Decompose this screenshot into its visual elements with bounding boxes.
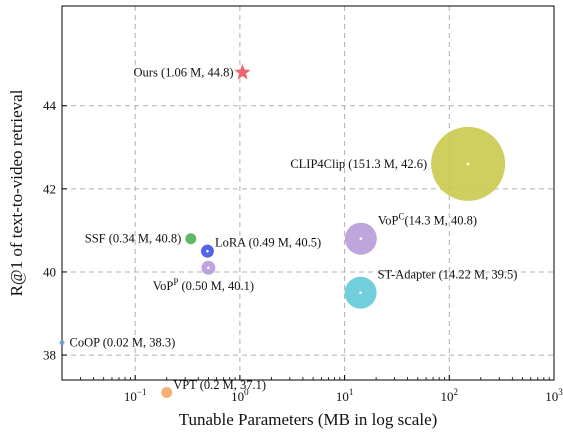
x-axis: 10−1 100 101 102 103 bbox=[61, 375, 563, 404]
point-center-vop-p bbox=[207, 266, 210, 270]
x-tick-label: 102 bbox=[441, 387, 459, 404]
point-label-vpt: VPT (0.2 M, 37.1) bbox=[173, 378, 266, 392]
point-center-st-adapter bbox=[359, 291, 362, 295]
y-tick-label: 40 bbox=[43, 264, 56, 279]
point-ours bbox=[234, 63, 251, 80]
point-label-coop: CoOP (0.02 M, 38.3) bbox=[70, 336, 176, 350]
point-label-ours: Ours (1.06 M, 44.8) bbox=[134, 65, 234, 79]
x-tick-label: 100 bbox=[231, 387, 249, 404]
y-tick-label: 38 bbox=[43, 348, 56, 363]
point-center-lora bbox=[206, 249, 209, 253]
y-tick-label: 44 bbox=[43, 98, 57, 113]
data-points bbox=[59, 63, 506, 398]
point-label-st-adapter: ST-Adapter (14.22 M, 39.5) bbox=[378, 268, 518, 282]
x-tick-label: 103 bbox=[545, 387, 563, 404]
y-axis-title: R@1 of text-to-video retrieval bbox=[7, 89, 26, 296]
y-tick-label: 42 bbox=[43, 181, 56, 196]
point-coop bbox=[59, 340, 65, 346]
point-label-vop-c: VoPC(14.3 M, 40.8) bbox=[378, 212, 477, 228]
grid bbox=[62, 6, 555, 380]
point-center-clip4clip bbox=[466, 162, 470, 166]
point-center-vop-c bbox=[359, 237, 363, 241]
point-vpt bbox=[161, 386, 173, 398]
point-label-vop-p: VoPP (0.50 M, 40.1) bbox=[153, 277, 254, 293]
x-tick-label: 101 bbox=[336, 387, 354, 404]
x-axis-title: Tunable Parameters (MB in log scale) bbox=[179, 410, 438, 429]
point-label-clip4clip: CLIP4Clip (151.3 M, 42.6) bbox=[290, 157, 427, 171]
plot-frame bbox=[61, 5, 555, 381]
y-axis: 38 40 42 44 bbox=[43, 98, 67, 363]
point-label-lora: LoRA (0.49 M, 40.5) bbox=[215, 236, 321, 250]
point-label-ssf: SSF (0.34 M, 40.8) bbox=[85, 232, 182, 246]
point-ssf bbox=[185, 233, 197, 245]
x-tick-label: 10−1 bbox=[124, 387, 147, 404]
point-labels: Ours (1.06 M, 44.8) CLIP4Clip (151.3 M, 4… bbox=[70, 65, 518, 391]
